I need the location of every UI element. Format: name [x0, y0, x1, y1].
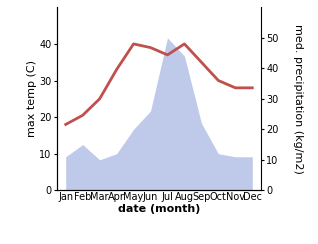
Y-axis label: max temp (C): max temp (C): [26, 60, 37, 137]
X-axis label: date (month): date (month): [118, 204, 200, 214]
Y-axis label: med. precipitation (kg/m2): med. precipitation (kg/m2): [293, 24, 303, 174]
